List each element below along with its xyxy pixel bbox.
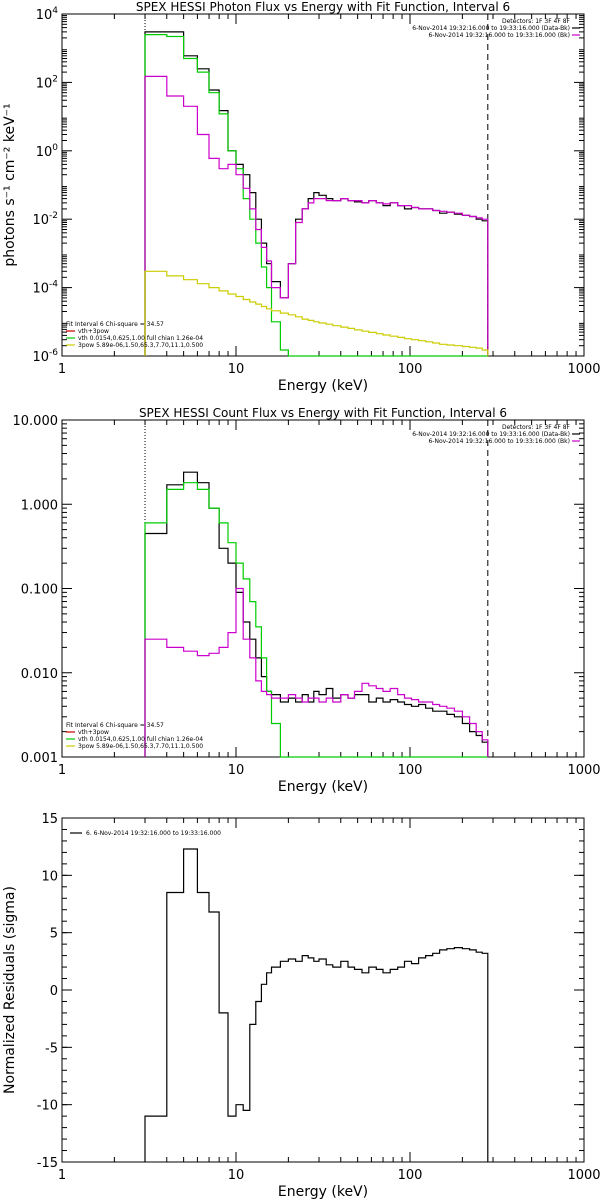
chart-panel-1: SPEX HESSI Photon Flux vs Energy with Fi… bbox=[2, 0, 600, 394]
x-tick-label: 10 bbox=[228, 362, 245, 377]
series-line-2 bbox=[144, 34, 488, 357]
info-line: 6-Nov-2014 19:32:16.000 to 19:33:16.000 … bbox=[428, 32, 570, 39]
x-tick-label: 10 bbox=[228, 763, 245, 778]
residual-legend-label: 6. 6-Nov-2014 19:32:16.000 to 19:33:16.0… bbox=[86, 830, 221, 837]
x-axis-label: Energy (keV) bbox=[278, 779, 368, 795]
y-axis-label: Normalized Residuals (sigma) bbox=[2, 886, 18, 1094]
y-tick-label: 10-6 bbox=[32, 348, 58, 365]
plot-frame bbox=[61, 817, 585, 1163]
chart-title: SPEX HESSI Count Flux vs Energy with Fit… bbox=[139, 406, 507, 420]
info-line: Detectors: 1F 3F 4F 8F bbox=[502, 18, 571, 25]
x-tick-label: 100 bbox=[398, 1168, 423, 1183]
y-tick-label: 10 bbox=[41, 869, 58, 884]
y-axis-label: photons s⁻¹ cm⁻² keV⁻¹ bbox=[2, 103, 18, 266]
plot-frame bbox=[61, 13, 585, 357]
y-tick-label: 5 bbox=[50, 927, 58, 942]
x-tick-label: 100 bbox=[398, 763, 423, 778]
y-tick-label: 10.000 bbox=[13, 414, 59, 429]
chart-title: SPEX HESSI Photon Flux vs Energy with Fi… bbox=[136, 0, 510, 14]
series-line-1 bbox=[144, 471, 489, 757]
y-tick-label: 100 bbox=[36, 143, 59, 160]
series-line-1 bbox=[144, 31, 489, 356]
series-line-3 bbox=[144, 587, 489, 757]
x-tick-label: 10 bbox=[228, 1168, 245, 1183]
fit-info-line: 3pow 5.89e-06,1.50,65.3,7.70,11.1,0.500 bbox=[78, 743, 203, 750]
x-tick-label: 100 bbox=[398, 362, 423, 377]
series-line-1 bbox=[144, 848, 489, 1162]
x-tick-label: 1000 bbox=[567, 362, 600, 377]
info-line: 6-Nov-2014 19:32:16.000 to 19:33:16.000 … bbox=[412, 431, 570, 438]
info-line: Detectors: 1F 3F 4F 8F bbox=[502, 424, 571, 431]
y-tick-label: 10-4 bbox=[32, 280, 58, 297]
y-tick-label: 102 bbox=[36, 74, 58, 91]
info-line: 6-Nov-2014 19:32:16.000 to 19:33:16.000 … bbox=[412, 25, 570, 32]
chart-panel-2: SPEX HESSI Count Flux vs Energy with Fit… bbox=[13, 406, 600, 795]
y-tick-label: 104 bbox=[36, 6, 59, 23]
series-line-4 bbox=[144, 270, 489, 356]
x-tick-label: 1 bbox=[58, 362, 66, 377]
fit-info-line: 3pow 5.89e-06,1.50,65.3,7.70,11.1,0.500 bbox=[78, 342, 203, 349]
fit-info-line: vth 0.0154,0.625,1.00 full chian 1.26e-0… bbox=[78, 736, 203, 743]
fit-info-line: Fit Interval 6 Chi-square = 34.57 bbox=[66, 722, 164, 729]
info-line: 6-Nov-2014 19:32:16.000 to 19:33:16.000 … bbox=[428, 438, 570, 445]
y-tick-label: 1.000 bbox=[21, 498, 58, 513]
series-line-3 bbox=[144, 75, 489, 356]
y-tick-label: 0 bbox=[50, 984, 58, 999]
plot-frame bbox=[61, 419, 585, 758]
chart-panel-3: 1 10 100 1000 -15 -10 -5 0 5 10 15 Energy (keV) Norm… bbox=[2, 812, 600, 1200]
x-axis-label: Energy (keV) bbox=[278, 1184, 368, 1200]
y-tick-label: -5 bbox=[45, 1041, 58, 1056]
x-tick-label: 1 bbox=[58, 1168, 66, 1183]
fit-info-line: vth 0.0154,0.625,1.00 full chian 1.26e-0… bbox=[78, 335, 203, 342]
x-axis-label: Energy (keV) bbox=[278, 378, 368, 394]
fit-info-line: vth+3pow bbox=[78, 328, 109, 335]
y-tick-label: 0.001 bbox=[21, 751, 58, 766]
x-tick-label: 1000 bbox=[567, 763, 600, 778]
y-tick-label: 15 bbox=[41, 812, 58, 827]
y-tick-label: 0.010 bbox=[21, 667, 58, 682]
x-tick-label: 1 bbox=[58, 763, 66, 778]
x-tick-label: 1000 bbox=[567, 1168, 600, 1183]
y-tick-label: 0.100 bbox=[21, 583, 58, 598]
y-tick-label: -10 bbox=[37, 1099, 58, 1114]
y-tick-label: -15 bbox=[37, 1156, 58, 1171]
fit-info-line: vth+3pow bbox=[78, 729, 109, 736]
y-tick-label: 10-2 bbox=[32, 211, 58, 228]
fit-info-line: Fit Interval 6 Chi-square = 34.57 bbox=[66, 321, 164, 328]
series-line-2 bbox=[144, 482, 488, 758]
